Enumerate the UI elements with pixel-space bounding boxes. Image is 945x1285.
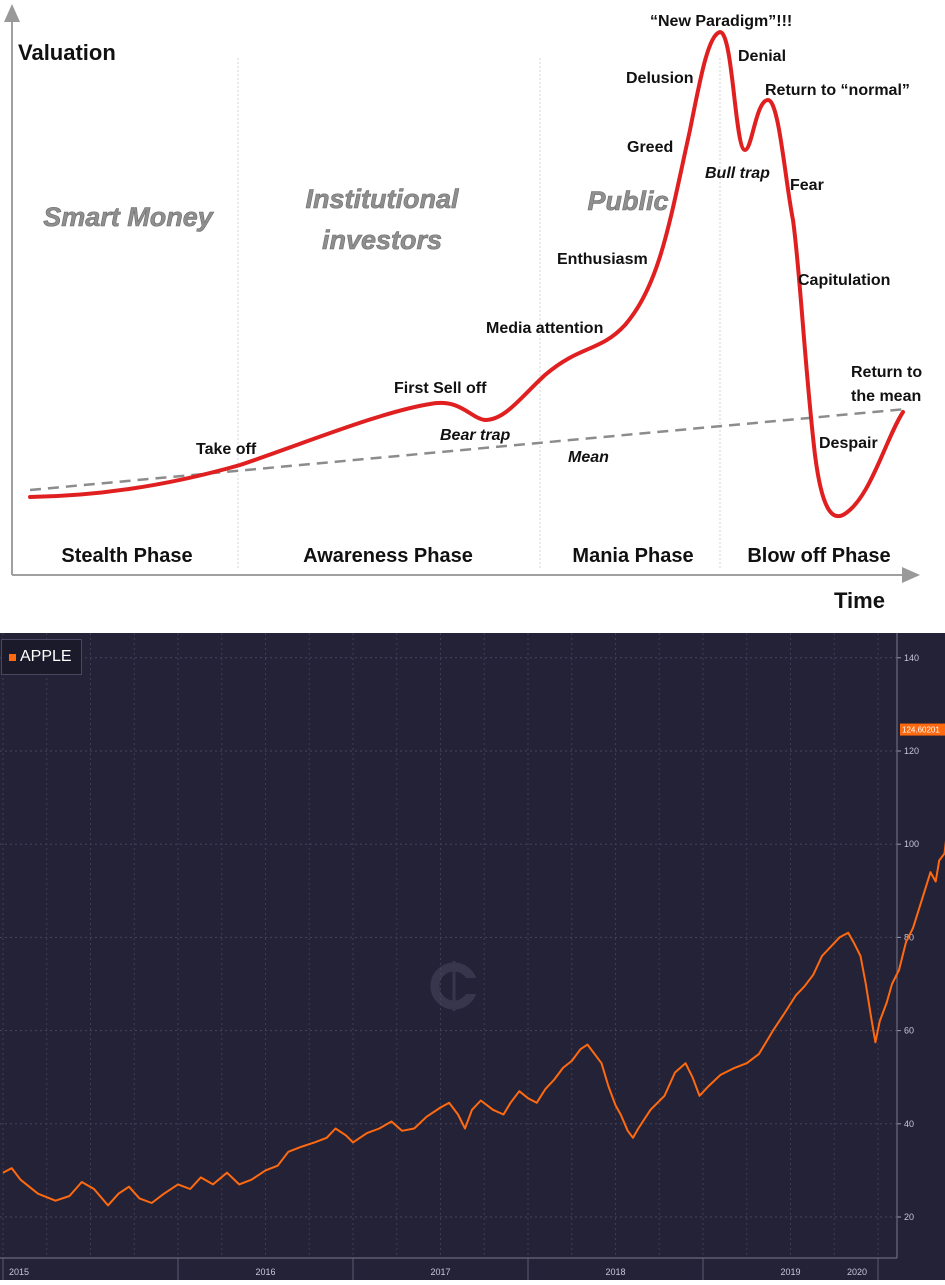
mean-line: [29, 407, 907, 492]
annotation-return-to-normal: Return to “normal”: [765, 82, 910, 99]
apple-price-chart: 20 40 60 80 100 120 140 2015 2016 2017 2018 2019 202…: [0, 633, 945, 1280]
valuation-curve: [28, 30, 905, 519]
y-tick-label: 120: [904, 746, 919, 756]
annotation-greed: Greed: [627, 139, 673, 156]
legend-label-apple: APPLE: [20, 648, 72, 665]
annotation-return-to: Return to: [851, 364, 922, 381]
watermark-logo-icon: [430, 961, 478, 1011]
phase-label-stealth: Stealth Phase: [61, 545, 192, 567]
legend-swatch-apple: [9, 653, 16, 661]
x-tick-label: 2019: [780, 1267, 800, 1277]
x-tick-label: 2020: [847, 1267, 867, 1277]
x-tick-label: 2018: [605, 1267, 625, 1277]
annotation-enthusiasm: Enthusiasm: [557, 251, 648, 268]
y-tick-label: 40: [904, 1119, 914, 1129]
y-tick-label: 100: [904, 839, 919, 849]
annotation-media-attention: Media attention: [486, 320, 603, 337]
participant-investors: investors: [322, 225, 442, 255]
phase-label-blow-off: Blow off Phase: [747, 545, 890, 567]
annotation-despair: Despair: [819, 435, 878, 452]
annotation-bear-trap: Bear trap: [440, 427, 510, 444]
phase-label-awareness: Awareness Phase: [303, 545, 473, 567]
annotation-mean: Mean: [568, 449, 609, 466]
market-cycle-svg: Valuation Time Smart Money Institutional…: [4, 4, 922, 613]
annotation-first-sell-off: First Sell off: [394, 380, 487, 397]
participant-institutional: Institutional: [306, 184, 459, 214]
participant-public: Public: [587, 186, 668, 216]
annotation-bull-trap: Bull trap: [705, 165, 770, 182]
participant-smart-money: Smart Money: [43, 202, 215, 232]
annotation-delusion: Delusion: [626, 70, 694, 87]
x-tick-label: 2015: [9, 1267, 29, 1277]
y-tick-label: 20: [904, 1212, 914, 1222]
last-value-label: 124.60201: [902, 726, 940, 735]
y-axis-title: Valuation: [18, 40, 116, 65]
y-tick-label: 140: [904, 653, 919, 663]
last-value-tag: [900, 723, 945, 736]
annotation-new-paradigm: “New Paradigm”!!!: [650, 13, 792, 30]
annotation-the-mean: the mean: [851, 388, 921, 405]
x-tick-label: 2016: [255, 1267, 275, 1277]
x-tick-label: 2017: [430, 1267, 450, 1277]
legend: APPLE: [1, 639, 82, 675]
y-tick-label: 60: [904, 1026, 914, 1036]
market-cycle-chart: Valuation Time Smart Money Institutional…: [0, 0, 945, 625]
annotation-capitulation: Capitulation: [798, 272, 890, 289]
annotation-denial: Denial: [738, 48, 786, 65]
series-line-apple: [2, 840, 945, 1207]
annotation-take-off: Take off: [196, 441, 257, 458]
phase-label-mania: Mania Phase: [572, 545, 693, 567]
x-axis-title: Time: [834, 588, 885, 613]
annotation-fear: Fear: [790, 177, 824, 194]
